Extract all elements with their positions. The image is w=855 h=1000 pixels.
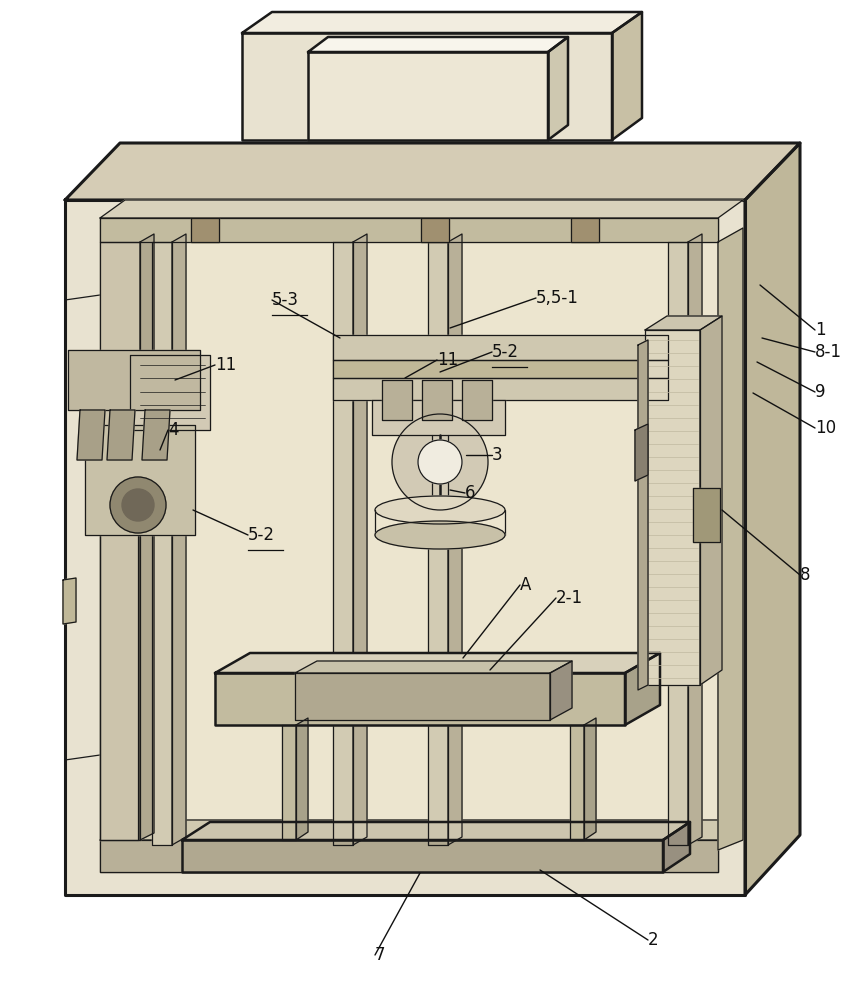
Polygon shape [353,234,367,845]
Polygon shape [612,12,642,140]
Polygon shape [65,143,800,200]
Polygon shape [182,822,690,840]
Polygon shape [422,380,452,420]
Text: 5-3: 5-3 [272,291,299,309]
Polygon shape [295,673,550,720]
Text: 2-1: 2-1 [556,589,583,607]
Polygon shape [65,200,745,895]
Polygon shape [448,234,462,845]
Polygon shape [77,410,105,460]
Text: 4: 4 [168,421,179,439]
Polygon shape [668,242,688,845]
Polygon shape [100,200,743,218]
Polygon shape [242,33,612,140]
Polygon shape [428,242,448,845]
Polygon shape [100,820,743,840]
Polygon shape [645,330,700,685]
Text: 3: 3 [492,446,503,464]
Circle shape [122,489,154,521]
Polygon shape [333,335,668,360]
Polygon shape [548,37,568,140]
Polygon shape [584,718,596,840]
Polygon shape [100,500,138,840]
Circle shape [418,440,462,484]
Polygon shape [571,218,599,242]
Polygon shape [140,234,154,840]
Polygon shape [570,725,584,840]
Text: 8: 8 [800,566,811,584]
Polygon shape [700,316,722,685]
Polygon shape [638,340,648,690]
Polygon shape [100,840,718,872]
Polygon shape [372,400,505,435]
Polygon shape [85,425,195,535]
Polygon shape [308,52,548,140]
Polygon shape [333,242,353,845]
Polygon shape [421,218,449,242]
Text: 10: 10 [815,419,836,437]
Polygon shape [172,234,186,845]
Polygon shape [63,578,76,624]
Polygon shape [308,37,568,52]
Polygon shape [333,360,668,378]
Polygon shape [296,718,308,840]
Text: 11: 11 [215,356,236,374]
Polygon shape [100,242,140,840]
Ellipse shape [375,521,505,549]
Polygon shape [645,316,722,330]
Ellipse shape [375,496,505,524]
Polygon shape [215,653,660,673]
Text: 8-1: 8-1 [815,343,842,361]
Text: 5-2: 5-2 [492,343,519,361]
Text: 2: 2 [648,931,658,949]
Polygon shape [107,410,135,460]
Polygon shape [242,12,642,33]
Polygon shape [68,350,200,410]
Text: 6: 6 [465,484,475,502]
Polygon shape [182,840,663,872]
Polygon shape [282,725,296,840]
Polygon shape [191,218,219,242]
Polygon shape [333,378,668,400]
Polygon shape [635,424,648,481]
Text: 11: 11 [437,351,458,369]
Text: 9: 9 [815,383,825,401]
Text: 1: 1 [815,321,826,339]
Polygon shape [100,218,718,242]
Polygon shape [130,355,210,430]
Polygon shape [152,242,172,845]
Circle shape [392,414,488,510]
Text: 5-2: 5-2 [248,526,275,544]
Polygon shape [663,822,690,872]
Polygon shape [142,410,170,460]
Polygon shape [745,143,800,895]
Polygon shape [688,234,702,845]
Circle shape [110,477,166,533]
Polygon shape [382,380,412,420]
Polygon shape [215,673,625,725]
Text: A: A [520,576,531,594]
Text: 7: 7 [375,946,386,964]
Polygon shape [693,488,720,542]
Polygon shape [550,661,572,720]
Polygon shape [718,228,743,850]
Polygon shape [100,218,718,872]
Text: 5,5-1: 5,5-1 [536,289,579,307]
Polygon shape [625,653,660,725]
Polygon shape [295,661,572,673]
Polygon shape [462,380,492,420]
